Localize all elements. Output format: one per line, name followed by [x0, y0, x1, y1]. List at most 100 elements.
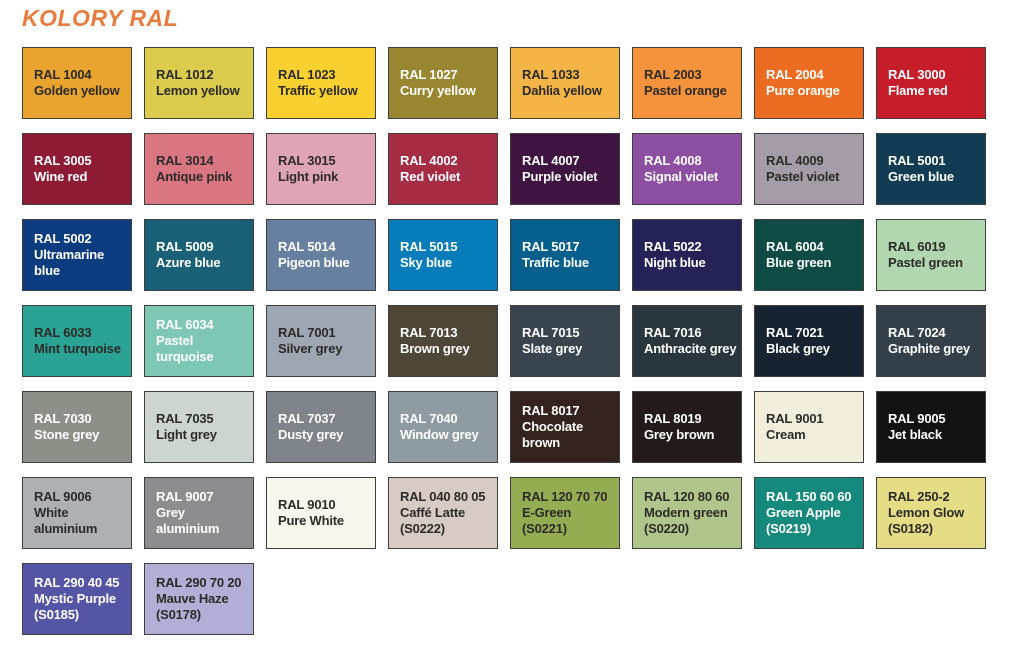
swatch-name: Night blue: [644, 255, 706, 270]
color-swatch: RAL 1004 Golden yellow: [22, 47, 132, 119]
swatch-name: Pure White: [278, 513, 344, 528]
color-swatch: RAL 1023 Traffic yellow: [266, 47, 376, 119]
swatch-name: Light grey: [156, 427, 217, 442]
color-swatch: RAL 150 60 60 Green Apple (S0219): [754, 477, 864, 549]
swatch-code: RAL 4008: [644, 153, 702, 169]
color-swatch: RAL 6033 Mint turquoise: [22, 305, 132, 377]
color-swatch: RAL 6019 Pastel green: [876, 219, 986, 291]
swatch-name: Dusty grey: [278, 427, 344, 442]
swatch-name: Black grey: [766, 341, 830, 356]
swatch-name: Silver grey: [278, 341, 343, 356]
color-swatch: RAL 7001 Silver grey: [266, 305, 376, 377]
swatch-code: RAL 4009: [766, 153, 824, 169]
swatch-code: RAL 150 60 60: [766, 489, 852, 505]
swatch-ref: (S0185): [34, 606, 79, 622]
swatch-code: RAL 2004: [766, 67, 824, 83]
swatch-code: RAL 9010: [278, 497, 336, 513]
color-swatch: RAL 4002 Red violet: [388, 133, 498, 205]
swatch-code: RAL 040 80 05: [400, 489, 486, 505]
swatch-code: RAL 8019: [644, 411, 702, 427]
swatch-ref: (S0178): [156, 606, 201, 622]
color-swatch: RAL 290 40 45 Mystic Purple (S0185): [22, 563, 132, 635]
swatch-code: RAL 5014: [278, 239, 336, 255]
swatch-name: Lemon yellow: [156, 83, 240, 98]
swatch-name: Slate grey: [522, 341, 583, 356]
color-swatch: RAL 5014 Pigeon blue: [266, 219, 376, 291]
color-swatch: RAL 290 70 20 Mauve Haze (S0178): [144, 563, 254, 635]
color-swatch: RAL 9007 Grey aluminium: [144, 477, 254, 549]
swatch-code: RAL 7013: [400, 325, 458, 341]
color-swatch: RAL 4007 Purple violet: [510, 133, 620, 205]
swatch-name: White aluminium: [34, 505, 98, 536]
color-swatch: RAL 3000 Flame red: [876, 47, 986, 119]
swatch-code: RAL 5001: [888, 153, 946, 169]
swatch-name: Lemon Glow: [888, 505, 965, 521]
swatch-name: Dahlia yellow: [522, 83, 602, 98]
swatch-code: RAL 4002: [400, 153, 458, 169]
swatch-name: Wine red: [34, 169, 88, 184]
color-swatch: RAL 7040 Window grey: [388, 391, 498, 463]
swatch-code: RAL 7021: [766, 325, 824, 341]
swatch-name: Blue green: [766, 255, 832, 270]
swatch-name: Red violet: [400, 169, 461, 184]
color-swatch: RAL 6034 Pastel turquoise: [144, 305, 254, 377]
color-swatch: RAL 4008 Signal violet: [632, 133, 742, 205]
swatch-name: Pastel violet: [766, 169, 840, 184]
swatch-name: Jet black: [888, 427, 942, 442]
swatch-code: RAL 9006: [34, 489, 92, 505]
page-title: KOLORY RAL: [22, 5, 179, 31]
swatch-code: RAL 7024: [888, 325, 946, 341]
swatch-name: Stone grey: [34, 427, 100, 442]
color-swatch: RAL 5002 Ultramarine blue: [22, 219, 132, 291]
color-swatch: RAL 5015 Sky blue: [388, 219, 498, 291]
swatch-grid: RAL 1004 Golden yellow RAL 1012 Lemon ye…: [22, 47, 986, 635]
color-swatch: RAL 7015 Slate grey: [510, 305, 620, 377]
color-swatch: RAL 3005 Wine red: [22, 133, 132, 205]
swatch-code: RAL 7001: [278, 325, 336, 341]
swatch-code: RAL 120 70 70: [522, 489, 608, 505]
color-swatch: RAL 8017 Chocolate brown: [510, 391, 620, 463]
color-swatch: RAL 7016 Anthracite grey: [632, 305, 742, 377]
swatch-code: RAL 7035: [156, 411, 214, 427]
swatch-code: RAL 1023: [278, 67, 336, 83]
swatch-ref: (S0221): [522, 520, 567, 536]
swatch-name: Sky blue: [400, 255, 452, 270]
color-swatch: RAL 7030 Stone grey: [22, 391, 132, 463]
color-swatch: RAL 2004 Pure orange: [754, 47, 864, 119]
swatch-name: Caffé Latte: [400, 505, 465, 521]
color-swatch: RAL 3014 Antique pink: [144, 133, 254, 205]
swatch-ref: (S0219): [766, 520, 811, 536]
swatch-name: Antique pink: [156, 169, 233, 184]
swatch-code: RAL 5015: [400, 239, 458, 255]
swatch-ref: (S0182): [888, 520, 933, 536]
swatch-name: Flame red: [888, 83, 948, 98]
swatch-code: RAL 7030: [34, 411, 92, 427]
swatch-name: Ultramarine blue: [34, 247, 105, 278]
color-swatch: RAL 1033 Dahlia yellow: [510, 47, 620, 119]
swatch-name: Azure blue: [156, 255, 221, 270]
swatch-code: RAL 1004: [34, 67, 92, 83]
swatch-name: Curry yellow: [400, 83, 476, 98]
swatch-name: Golden yellow: [34, 83, 120, 98]
swatch-name: Anthracite grey: [644, 341, 737, 356]
color-swatch: RAL 040 80 05 Caffé Latte (S0222): [388, 477, 498, 549]
swatch-name: Pigeon blue: [278, 255, 350, 270]
color-swatch: RAL 5009 Azure blue: [144, 219, 254, 291]
color-swatch: RAL 9006 White aluminium: [22, 477, 132, 549]
swatch-code: RAL 1033: [522, 67, 580, 83]
color-swatch: RAL 7021 Black grey: [754, 305, 864, 377]
swatch-code: RAL 5002: [34, 231, 92, 247]
swatch-name: Mystic Purple: [34, 591, 116, 607]
swatch-code: RAL 3014: [156, 153, 214, 169]
swatch-name: Traffic yellow: [278, 83, 358, 98]
color-swatch: RAL 7013 Brown grey: [388, 305, 498, 377]
color-swatch: RAL 120 80 60 Modern green (S0220): [632, 477, 742, 549]
swatch-name: Traffic blue: [522, 255, 589, 270]
swatch-name: Modern green: [644, 505, 728, 521]
swatch-name: Cream: [766, 427, 806, 442]
color-swatch: RAL 6004 Blue green: [754, 219, 864, 291]
swatch-code: RAL 1012: [156, 67, 214, 83]
swatch-code: RAL 8017: [522, 403, 580, 419]
swatch-code: RAL 7037: [278, 411, 336, 427]
